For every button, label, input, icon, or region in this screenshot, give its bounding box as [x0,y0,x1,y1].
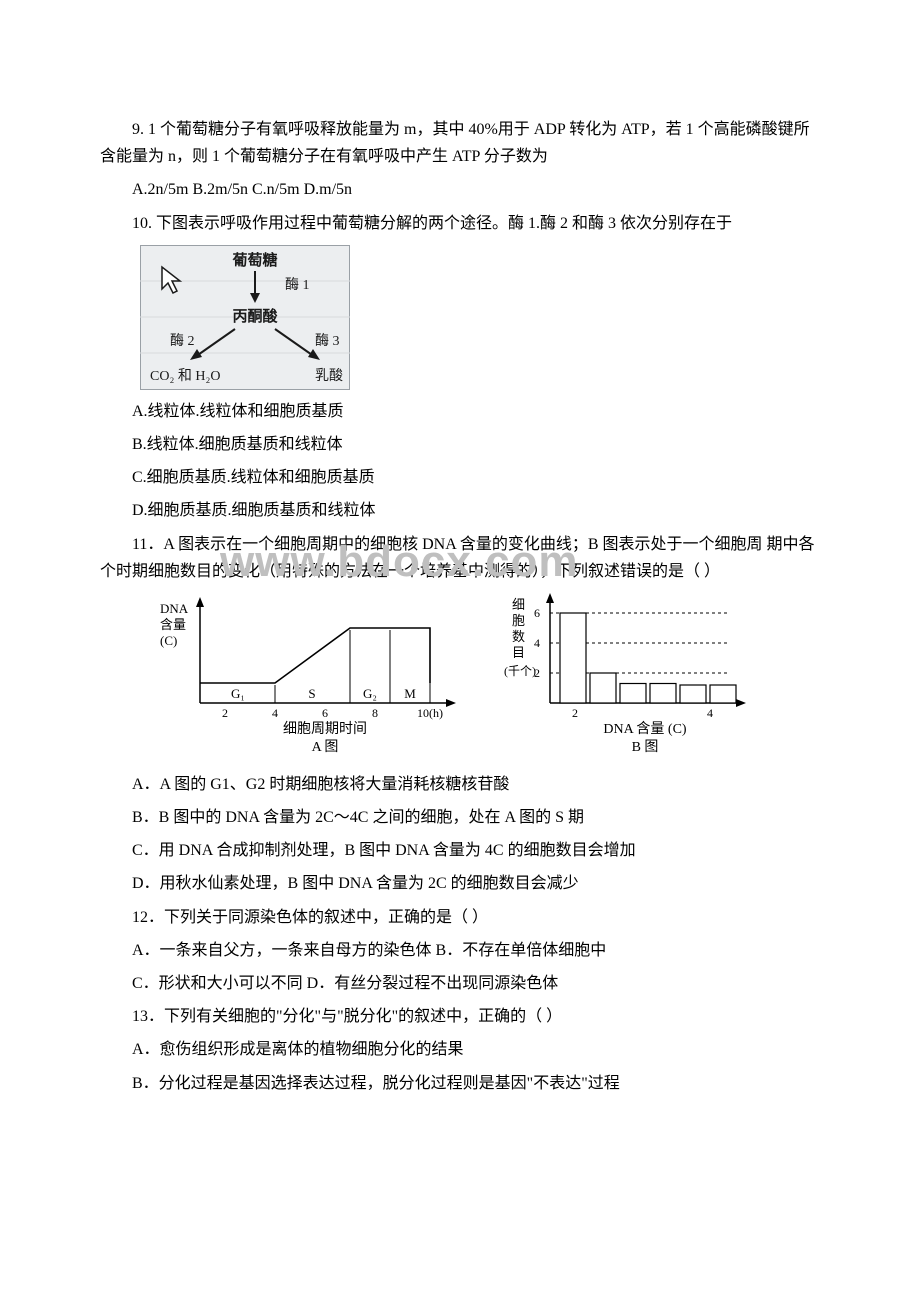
bar [650,683,676,703]
q10-right: 乳酸 [315,368,343,384]
svg-text:4: 4 [534,636,540,650]
svg-text:DNA 含量 (C): DNA 含量 (C) [603,721,687,737]
svg-text:4: 4 [707,706,713,720]
q11-opt-b: B．B 图中的 DNA 含量为 2C～4C 之间的细胞，处在 A 图的 S 期 [100,804,820,831]
chart-a: DNA 含量 (C) G₁ S G₂ M [160,597,456,755]
svg-text:目: 目 [512,645,525,660]
svg-text:数: 数 [512,629,525,644]
svg-text:2: 2 [572,706,578,720]
q11-charts: DNA 含量 (C) G₁ S G₂ M [140,593,820,763]
svg-text:10(h): 10(h) [417,706,443,720]
bar [590,673,616,703]
q12-row1: A．一条来自父方，一条来自母方的染色体 B．不存在单倍体细胞中 [100,937,820,964]
q13-opt-b: B．分化过程是基因选择表达过程，脱分化过程则是基因"不表达"过程 [100,1070,820,1097]
svg-text:(C): (C) [160,633,177,648]
q10-opt-d: D.细胞质基质.细胞质基质和线粒体 [100,497,820,524]
svg-text:6: 6 [322,706,328,720]
svg-text:细: 细 [512,597,525,612]
q9-options: A.2n/5m B.2m/5n C.n/5m D.m/5n [100,176,820,203]
q10-e2: 酶 2 [170,333,195,349]
q10-left: CO₂ 和 H₂O [150,368,220,384]
svg-text:S: S [308,686,315,701]
q10-e1: 酶 1 [285,277,310,293]
q10-opt-a: A.线粒体.线粒体和细胞质基质 [100,398,820,425]
q11-opt-c: C．用 DNA 合成抑制剂处理，B 图中 DNA 含量为 4C 的细胞数目会增加 [100,837,820,864]
svg-text:6: 6 [534,606,540,620]
q10-text: 10. 下图表示呼吸作用过程中葡萄糖分解的两个途径。酶 1.酶 2 和酶 3 依… [100,210,820,237]
svg-text:4: 4 [272,706,278,720]
q10-diagram: 葡萄糖 酶 1 丙酮酸 酶 2 酶 3 CO₂ 和 H₂O 乳酸 [140,245,820,390]
svg-text:含量: 含量 [160,617,186,632]
svg-text:B 图: B 图 [632,740,659,755]
q10-opt-b: B.线粒体.细胞质基质和线粒体 [100,431,820,458]
svg-text:M: M [404,686,416,701]
bar [560,613,586,703]
q11-opt-d: D．用秋水仙素处理，B 图中 DNA 含量为 2C 的细胞数目会减少 [100,870,820,897]
q10-top: 葡萄糖 [231,251,277,269]
bar [710,685,736,703]
q10-e3: 酶 3 [315,333,340,349]
svg-text:G₂: G₂ [363,686,377,701]
q10-mid: 丙酮酸 [232,307,278,325]
chart-b: 细 胞 数 目 (千个) 6 4 2 [504,593,746,755]
svg-text:2: 2 [222,706,228,720]
svg-text:细胞周期时间: 细胞周期时间 [283,721,367,737]
svg-text:2: 2 [534,666,540,680]
svg-text:A 图: A 图 [312,740,339,755]
q10-opt-c: C.细胞质基质.线粒体和细胞质基质 [100,464,820,491]
q9-text: 9. 1 个葡萄糖分子有氧呼吸释放能量为 m，其中 40%用于 ADP 转化为 … [100,116,820,170]
svg-text:(千个): (千个) [504,664,536,678]
svg-text:8: 8 [372,706,378,720]
q12-row2: C．形状和大小可以不同 D．有丝分裂过程不出现同源染色体 [100,970,820,997]
q11-opt-a: A．A 图的 G1、G2 时期细胞核将大量消耗核糖核苷酸 [100,771,820,798]
svg-text:G₁: G₁ [231,686,245,701]
document-page: 9. 1 个葡萄糖分子有氧呼吸释放能量为 m，其中 40%用于 ADP 转化为 … [0,0,920,1163]
q13-text: 13．下列有关细胞的"分化"与"脱分化"的叙述中，正确的（ ） [100,1003,820,1030]
svg-text:胞: 胞 [512,613,525,628]
bar [620,683,646,703]
q13-opt-a: A．愈伤组织形成是离体的植物细胞分化的结果 [100,1036,820,1063]
svg-text:DNA: DNA [160,601,189,616]
q12-text: 12．下列关于同源染色体的叙述中，正确的是（ ） [100,904,820,931]
bar [680,685,706,703]
q11-text: 11．A 图表示在一个细胞周期中的细胞核 DNA 含量的变化曲线；B 图表示处于… [100,531,820,585]
